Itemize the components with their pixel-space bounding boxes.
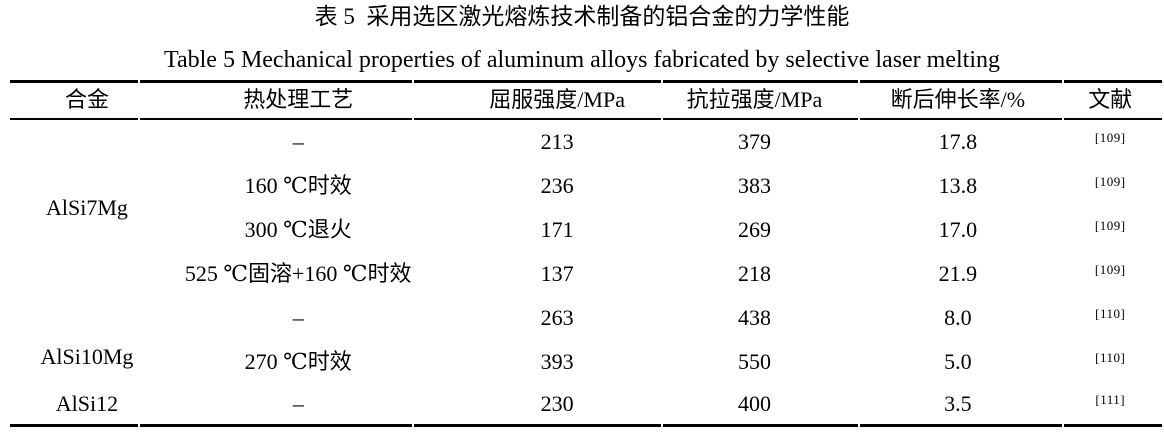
- yield-cell: 137: [540, 260, 574, 286]
- yield-cell: 236: [540, 172, 574, 198]
- reference-cell: [109]: [1064, 252, 1162, 296]
- column-header-heat-treatment: 热处理工艺: [139, 80, 412, 120]
- treatment-cell: –: [139, 384, 412, 427]
- treatment-cell: 300 ℃退火: [244, 216, 352, 242]
- reference-cell: [109]: [1064, 120, 1162, 164]
- reference-cell: [109]: [1064, 164, 1162, 208]
- alloy-cell: AlSi12: [10, 384, 138, 427]
- tensile-cell: 383: [737, 172, 771, 198]
- table-row: 270 ℃时效 393 550 5.0 [110]: [10, 340, 1162, 384]
- yield-cell: 230: [413, 384, 661, 427]
- reference-superscript: [109]: [1094, 217, 1126, 233]
- elongation-cell: 21.9: [938, 260, 978, 286]
- column-header-alloy: 合金: [10, 80, 138, 120]
- elongation-cell: 3.5: [860, 384, 1063, 427]
- table-row: 525 ℃固溶+160 ℃时效 137 218 21.9 [109]: [10, 252, 1162, 296]
- header-row: 合金 热处理工艺 屈服强度/MPa 抗拉强度/MPa 断后伸长率/% 文献: [10, 80, 1162, 120]
- table-row: AlSi10Mg – 263 438 8.0 [110]: [10, 296, 1162, 369]
- column-header-reference: 文献: [1064, 80, 1162, 120]
- tensile-cell: 269: [737, 216, 771, 242]
- elongation-cell: 17.0: [938, 216, 978, 242]
- mechanical-properties-table: 合金 热处理工艺 屈服强度/MPa 抗拉强度/MPa 断后伸长率/% 文献 Al…: [8, 80, 1164, 427]
- yield-cell: 213: [540, 128, 574, 154]
- yield-cell: 263: [540, 304, 574, 330]
- treatment-cell: 525 ℃固溶+160 ℃时效: [184, 260, 412, 286]
- tensile-cell: 550: [737, 348, 771, 374]
- reference-superscript: [110]: [1095, 305, 1126, 321]
- column-header-yield-strength: 屈服强度/MPa: [413, 80, 661, 120]
- elongation-cell: 8.0: [944, 304, 972, 330]
- elongation-cell: 17.8: [938, 128, 978, 154]
- elongation-cell: 13.8: [938, 172, 978, 198]
- treatment-cell: –: [292, 304, 304, 330]
- reference-cell: [111]: [1064, 384, 1162, 427]
- table-row: 300 ℃退火 171 269 17.0 [109]: [10, 208, 1162, 252]
- reference-superscript: [109]: [1094, 129, 1126, 145]
- tensile-cell: 379: [737, 128, 771, 154]
- tensile-cell: 400: [662, 384, 859, 427]
- yield-cell: 393: [540, 348, 574, 374]
- elongation-cell: 5.0: [944, 348, 972, 374]
- table-title-en: Table 5 Mechanical properties of aluminu…: [163, 47, 1000, 73]
- treatment-cell: 270 ℃时效: [244, 348, 352, 374]
- table-row: AlSi7Mg – 213 379 17.8 [109]: [10, 120, 1162, 220]
- yield-cell: 171: [540, 216, 574, 242]
- table-row: 160 ℃时效 236 383 13.8 [109]: [10, 164, 1162, 208]
- reference-cell: [110]: [1064, 340, 1162, 384]
- reference-superscript: [110]: [1095, 349, 1126, 365]
- reference-cell: [110]: [1064, 296, 1162, 340]
- column-header-elongation: 断后伸长率/%: [860, 80, 1063, 120]
- treatment-cell: 160 ℃时效: [244, 172, 352, 198]
- reference-cell: [109]: [1064, 208, 1162, 252]
- reference-superscript: [109]: [1094, 261, 1126, 277]
- alloy-cell: AlSi10Mg: [40, 343, 134, 369]
- table-row: AlSi12 – 230 400 3.5 [111]: [10, 384, 1162, 427]
- tensile-cell: 438: [737, 304, 771, 330]
- reference-superscript: [111]: [1095, 391, 1126, 407]
- column-header-tensile-strength: 抗拉强度/MPa: [662, 80, 859, 120]
- table-title-zh: 表 5 采用选区激光熔炼技术制备的铝合金的力学性能: [314, 4, 850, 29]
- reference-superscript: [109]: [1094, 173, 1126, 189]
- treatment-cell: –: [292, 128, 304, 154]
- alloy-cell: AlSi7Mg: [45, 194, 128, 220]
- tensile-cell: 218: [737, 260, 771, 286]
